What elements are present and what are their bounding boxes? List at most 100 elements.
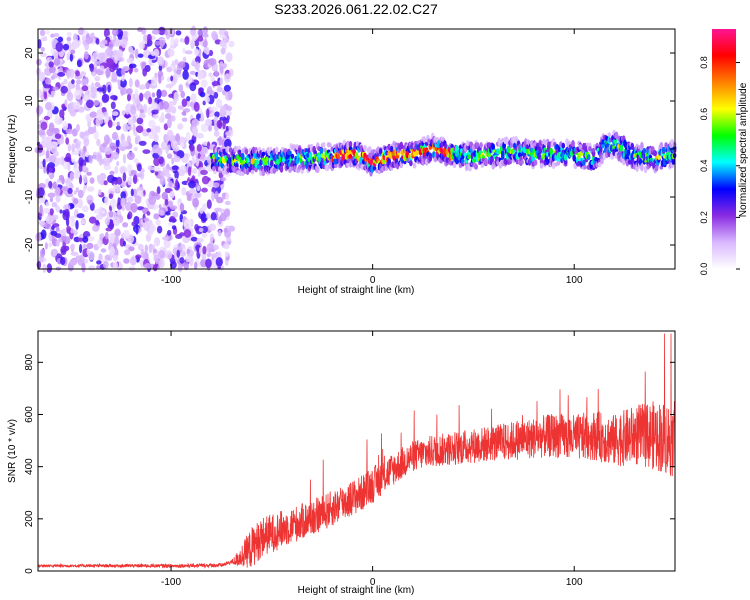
spectrogram-cell — [71, 79, 75, 85]
spectrogram-y-tick-label: 0 — [24, 146, 35, 152]
spectrogram-cell — [208, 125, 212, 132]
spectrogram-cell — [215, 98, 223, 109]
spectrogram-cell — [57, 36, 64, 43]
spectrogram-cell — [139, 109, 144, 114]
spectrogram-cell — [89, 177, 95, 184]
spectrogram-cell — [63, 78, 68, 85]
spectrogram-cell — [210, 106, 218, 111]
spectrogram-cell — [103, 134, 110, 145]
spectrogram-cell — [142, 103, 148, 114]
spectrogram-cell — [179, 232, 185, 237]
spectrogram-cell — [117, 197, 121, 206]
spectrogram-cell — [115, 39, 123, 47]
spectrogram-cell — [226, 105, 232, 112]
spectrogram-cell — [151, 102, 159, 110]
spectrogram-cell — [86, 99, 94, 109]
spectrogram-cell — [151, 29, 160, 35]
spectrogram-cell — [198, 227, 204, 233]
spectrogram-cell — [126, 57, 134, 64]
spectrogram-cell — [77, 198, 83, 209]
spectrogram-cell — [133, 215, 140, 226]
spectrogram-cell — [136, 117, 144, 125]
spectrogram-cell — [43, 207, 51, 214]
spectrogram-cell — [123, 258, 130, 264]
spectrogram-cell — [109, 219, 115, 230]
spectrogram-cell — [180, 90, 185, 98]
spectrogram-cell — [73, 197, 79, 205]
spectrogram-cell — [107, 119, 113, 128]
spectrogram-cell — [229, 68, 234, 77]
spectrogram-cell — [103, 111, 109, 118]
spectrogram-cell — [158, 259, 165, 269]
spectrogram-cell — [171, 165, 179, 171]
spectrogram-cell — [119, 31, 123, 38]
colorbar: 0.0 0.2 0.4 0.6 0.8 Normalized spectral ampl… — [699, 29, 749, 275]
spectrogram-cell — [147, 166, 156, 171]
spectrogram-x-ticks: -100 0 100 — [161, 29, 583, 286]
spectrogram-cell — [130, 188, 134, 197]
spectrogram-cell — [199, 91, 206, 98]
spectrogram-cell — [153, 167, 161, 172]
spectrogram-cell — [86, 235, 95, 242]
spectrogram-cell — [152, 248, 157, 254]
spectrogram-cell — [110, 101, 116, 110]
spectrogram-cell — [363, 144, 367, 152]
spectrogram-cell — [533, 159, 538, 166]
spectrogram-cell — [208, 72, 213, 78]
spectrogram-cells — [34, 25, 677, 274]
spectrogram-cell — [55, 226, 60, 232]
spectrogram-cell — [59, 109, 65, 119]
spectrogram-cell — [204, 96, 210, 103]
spectrogram-cell — [103, 147, 112, 155]
spectrogram-cell — [49, 155, 57, 164]
spectrogram-cell — [100, 248, 107, 253]
spectrogram-cell — [52, 248, 58, 257]
spectrogram-cell — [216, 120, 223, 129]
spectrogram-cell — [172, 211, 179, 218]
spectrogram-cell — [50, 90, 55, 98]
spectrogram-cell — [112, 261, 119, 269]
spectrogram-cell — [85, 36, 94, 44]
spectrogram-cell — [140, 248, 145, 258]
spectrogram-cell — [48, 233, 52, 242]
spectrogram-cell — [181, 136, 186, 143]
spectrogram-cell — [220, 47, 226, 55]
spectrogram-cell — [216, 196, 224, 204]
spectrogram-cell — [201, 187, 208, 193]
spectrogram-cell — [181, 111, 186, 116]
spectrogram-cell — [167, 76, 171, 83]
spectrogram-cell — [76, 59, 82, 68]
spectrogram-cell — [201, 175, 210, 185]
spectrogram-cell — [65, 217, 70, 227]
spectrogram-cell — [181, 117, 188, 122]
spectrogram-cell — [37, 199, 43, 204]
spectrogram-x-tick-label: 100 — [566, 275, 583, 286]
spectrogram-cell — [78, 27, 85, 36]
spectrogram-cell — [114, 165, 119, 174]
spectrogram-cell — [619, 144, 624, 152]
spectrogram-cell — [75, 187, 80, 193]
spectrogram-cell — [142, 93, 150, 98]
spectrogram-cell — [96, 138, 101, 147]
spectrogram-cell — [189, 82, 197, 92]
spectrogram-cell — [162, 236, 170, 241]
spectrogram-cell — [97, 189, 102, 196]
spectrogram-cell — [177, 123, 184, 130]
spectrogram-cell — [165, 211, 171, 216]
spectrogram-cell — [176, 249, 181, 258]
spectrogram-cell — [116, 121, 120, 126]
spectrogram-cell — [63, 156, 72, 162]
spectrogram-cell — [76, 213, 85, 219]
spectrogram-cell — [189, 144, 195, 152]
spectrogram-cell — [170, 75, 174, 82]
spectrogram-cell — [190, 38, 196, 49]
spectrogram-cell — [208, 49, 214, 57]
spectrogram-cell — [167, 118, 172, 129]
spectrogram-cell — [66, 225, 72, 232]
spectrogram-cell — [591, 147, 596, 153]
spectrogram-cell — [79, 148, 83, 157]
spectrogram-cell — [188, 180, 196, 189]
spectrogram-cell — [475, 142, 480, 148]
spectrogram-cell — [114, 54, 118, 64]
spectrogram-cell — [142, 149, 151, 155]
